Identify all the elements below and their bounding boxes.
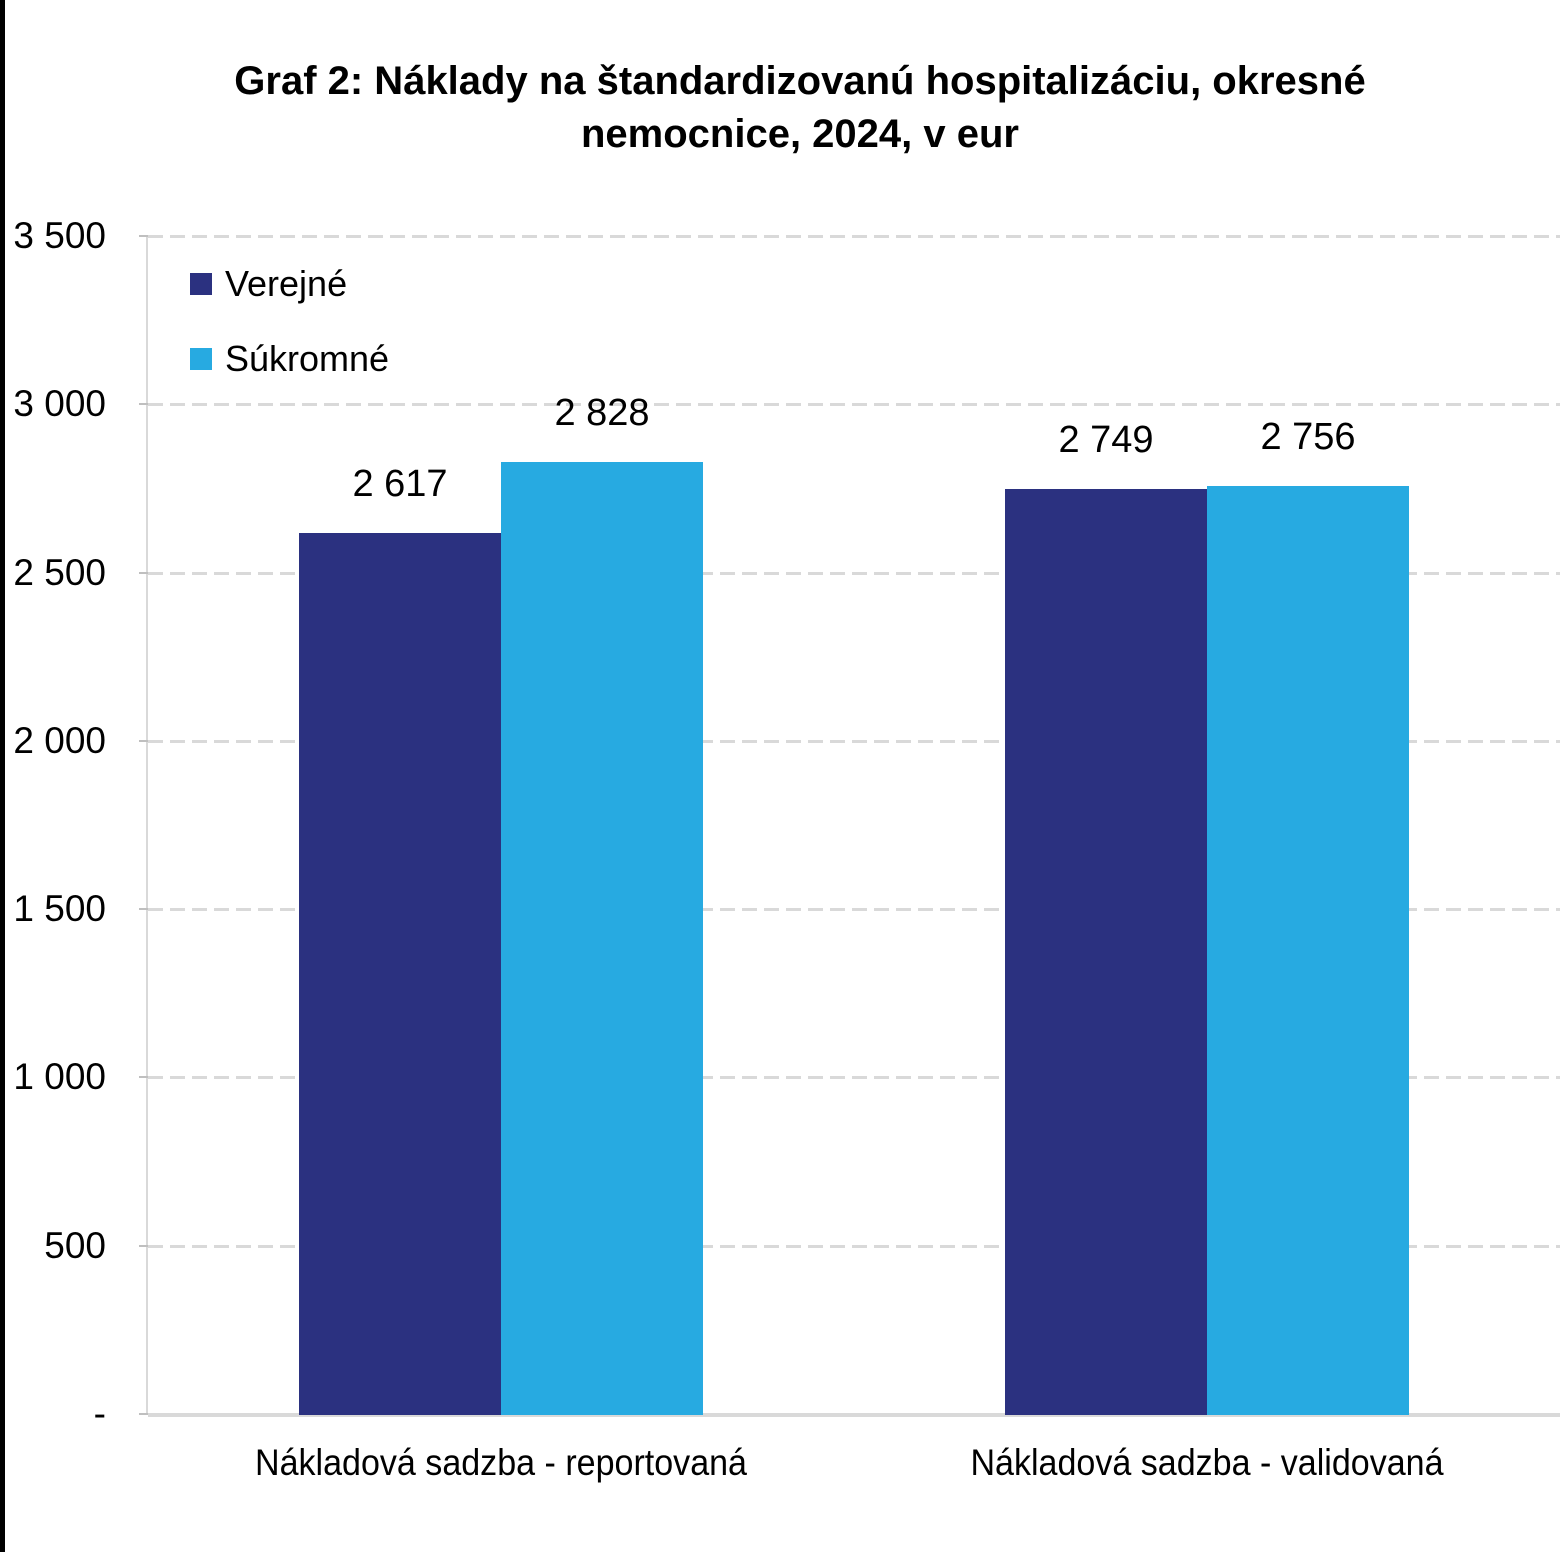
y-axis-tick-label: 3 500 [13,215,106,256]
y-axis-line [146,236,148,1414]
chart-title-line-2: nemocnice, 2024, v eur [580,112,1019,156]
gridline [148,740,1560,743]
legend-label-sukromne: Súkromné [225,338,390,379]
x-axis-category-label-validovana: Nákladová sadzba - validovaná [970,1442,1444,1483]
y-axis-tick [139,572,148,574]
legend-item-sukromne: Súkromné [190,341,389,377]
legend-label-verejne: Verejné [225,263,348,304]
gridline [148,908,1560,911]
bar-sukromne-0 [501,462,703,1415]
gridline [148,1076,1560,1079]
bar-value-label: 2 749 [1058,419,1154,461]
y-axis-tick-label: - [93,1393,106,1434]
bar-value-label: 2 828 [554,392,650,434]
bar-verejne-0 [299,533,501,1415]
y-axis-tick [139,1076,148,1078]
y-axis-tick [139,235,148,237]
gridline [148,1245,1560,1248]
y-axis-tick [139,403,148,405]
y-axis-tick-label: 1 500 [13,888,106,929]
y-axis-tick-label: 2 000 [13,720,106,761]
chart-title: Graf 2: Náklady na štandardizovanú hospi… [200,55,1400,161]
x-axis-line [148,1413,1560,1417]
y-axis-tick-label: 500 [44,1225,106,1266]
page-left-border [0,0,5,1552]
bar-verejne-1 [1005,489,1207,1415]
y-axis-tick [139,1245,148,1247]
legend-item-verejne: Verejné [190,266,389,302]
gridline [148,403,1560,406]
y-axis-tick-label: 3 000 [13,383,106,424]
legend-swatch-verejne [190,273,212,295]
legend-swatch-sukromne [190,348,212,370]
y-axis-tick [139,908,148,910]
x-axis-category-label-reportovana: Nákladová sadzba - reportovaná [255,1442,747,1483]
gridline [148,235,1560,238]
chart-title-line-1: Graf 2: Náklady na štandardizovanú hospi… [234,59,1366,103]
legend: Verejné Súkromné [190,266,389,416]
bar-value-label: 2 756 [1260,416,1356,458]
gridline [148,572,1560,575]
bar-sukromne-1 [1207,486,1409,1415]
y-axis-tick [139,740,148,742]
y-axis-tick-label: 1 000 [13,1056,106,1097]
y-axis-tick-label: 2 500 [13,552,106,593]
bar-value-label: 2 617 [352,463,448,505]
y-axis-tick [139,1413,148,1415]
